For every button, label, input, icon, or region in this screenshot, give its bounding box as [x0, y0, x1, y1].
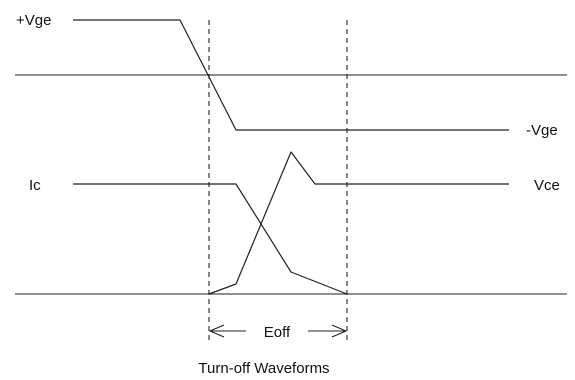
negative-gate-voltage-label: -Vge: [526, 122, 558, 139]
diagram-caption: Turn-off Waveforms: [198, 360, 329, 377]
eoff-label: Eoff: [264, 324, 291, 341]
collector-emitter-voltage-label: Vce: [534, 177, 560, 194]
collector-current-label: Ic: [29, 177, 41, 194]
collector-current-waveform: [73, 183, 348, 295]
collector-emitter-voltage-waveform: [208, 151, 509, 295]
eoff-interval-arrow: [208, 324, 348, 338]
positive-gate-voltage-label: +Vge: [16, 12, 51, 29]
gate-voltage-waveform: [73, 19, 509, 131]
